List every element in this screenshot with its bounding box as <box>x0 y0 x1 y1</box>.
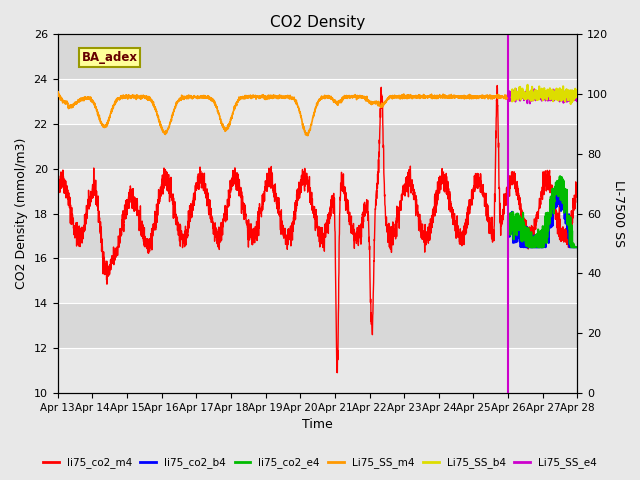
Bar <box>58 303 577 348</box>
Legend: li75_co2_m4, li75_co2_b4, li75_co2_e4, Li75_SS_m4, Li75_SS_b4, Li75_SS_e4: li75_co2_m4, li75_co2_b4, li75_co2_e4, L… <box>39 453 601 472</box>
Bar <box>58 348 577 393</box>
Bar <box>58 258 577 303</box>
Bar <box>58 34 577 79</box>
X-axis label: Time: Time <box>302 419 333 432</box>
Title: CO2 Density: CO2 Density <box>270 15 365 30</box>
Bar <box>58 214 577 258</box>
Bar <box>58 168 577 214</box>
Text: BA_adex: BA_adex <box>81 51 138 64</box>
Y-axis label: CO2 Density (mmol/m3): CO2 Density (mmol/m3) <box>15 138 28 289</box>
Bar <box>58 79 577 124</box>
Y-axis label: LI-7500 SS: LI-7500 SS <box>612 180 625 247</box>
Bar <box>58 124 577 168</box>
